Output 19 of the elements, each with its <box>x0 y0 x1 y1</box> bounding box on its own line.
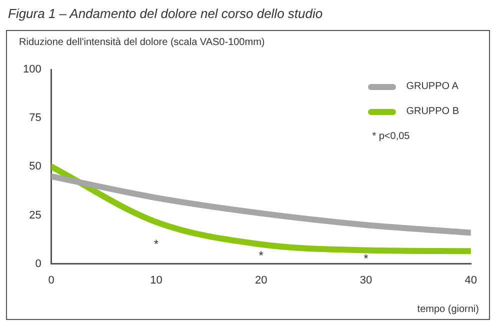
x-tick-label: 30 <box>360 274 372 286</box>
y-axis-title: Riduzione dell'intensità del dolore (scala VAS0-100mm) <box>19 37 265 48</box>
chart-title: Figura 1 – Andamento del dolore nel corso dello studio <box>8 6 323 21</box>
x-tick-label: 20 <box>254 274 268 286</box>
y-tick-label: 75 <box>29 112 42 124</box>
annotation: * <box>364 251 369 266</box>
x-tick-label: 40 <box>464 274 478 286</box>
y-tick-label: 0 <box>35 258 42 270</box>
y-tick-label: 100 <box>22 64 42 76</box>
annotation: * <box>154 237 159 252</box>
legend-label: GRUPPO B <box>406 106 459 117</box>
x-tick-label: 10 <box>150 274 162 286</box>
annotation: * <box>258 248 264 262</box>
legend-label: GRUPPO A <box>406 81 458 92</box>
x-axis-title: tempo (giorni) <box>417 304 479 315</box>
annotation: * p<0,05 <box>372 131 411 142</box>
y-tick-label: 25 <box>29 209 42 222</box>
y-tick-label: 50 <box>29 160 42 173</box>
x-tick-label: 0 <box>48 274 54 286</box>
